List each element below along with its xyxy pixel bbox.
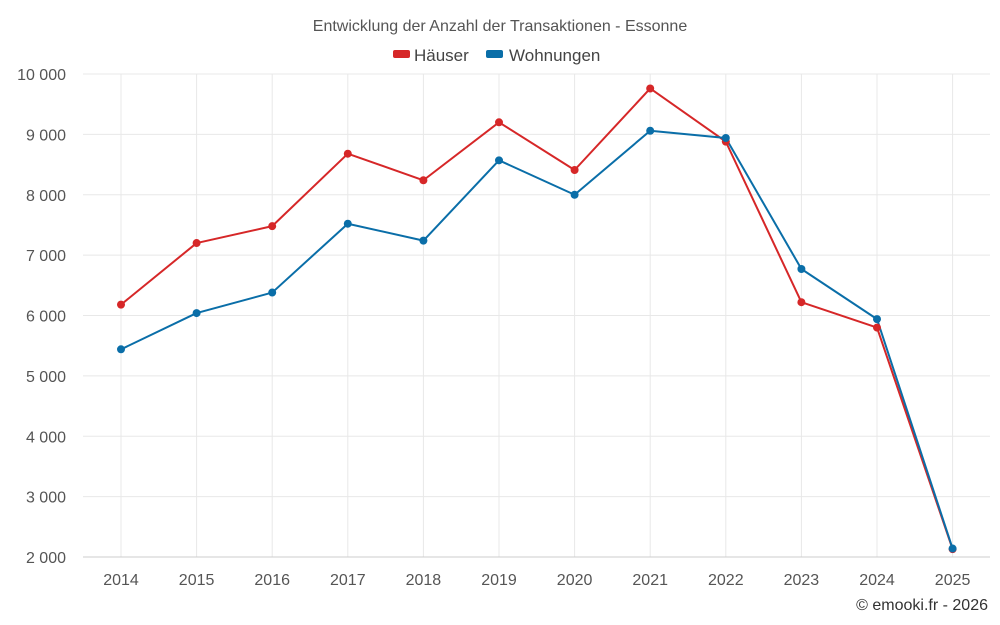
data-point-haeuser[interactable] [797, 298, 806, 307]
y-tick-label: 7 000 [26, 248, 66, 265]
legend-label-haeuser[interactable]: Häuser [414, 46, 469, 65]
data-point-wohnungen[interactable] [343, 219, 352, 228]
data-point-haeuser[interactable] [873, 323, 881, 332]
data-point-haeuser[interactable] [268, 222, 277, 231]
x-tick-label: 2015 [179, 572, 215, 589]
legend-swatch-wohnungen [486, 50, 503, 58]
axes: 2 000 3 000 4 000 5 000 6 000 7 000 8 000 9 000… [17, 67, 990, 589]
x-tick-label: 2017 [330, 572, 366, 589]
legend-swatch-haeuser [393, 50, 410, 58]
data-point-wohnungen[interactable] [948, 544, 957, 553]
data-point-haeuser[interactable] [419, 176, 428, 185]
data-point-wohnungen[interactable] [495, 156, 503, 165]
y-tick-label: 3 000 [26, 490, 66, 507]
chart-title: Entwicklung der Anzahl der Transaktionen… [313, 18, 688, 35]
y-tick-label: 2 000 [26, 550, 66, 567]
x-tick-label: 2016 [254, 572, 290, 589]
series-line-wohnungen [120, 129, 954, 549]
y-tick-label: 8 000 [26, 188, 66, 205]
data-point-wohnungen[interactable] [797, 265, 806, 274]
x-tick-label: 2019 [481, 572, 517, 589]
data-point-haeuser[interactable] [343, 149, 352, 158]
data-point-haeuser[interactable] [192, 239, 201, 248]
data-point-wohnungen[interactable] [268, 288, 277, 297]
data-point-wohnungen[interactable] [570, 190, 579, 199]
credit-text: © emooki.fr - 2026 [856, 597, 988, 614]
x-tick-label: 2022 [708, 572, 744, 589]
y-tick-label: 6 000 [26, 309, 66, 326]
data-point-haeuser[interactable] [646, 84, 655, 93]
x-tick-label: 2014 [103, 572, 139, 589]
grid [83, 73, 990, 558]
legend-label-wohnungen[interactable]: Wohnungen [509, 46, 600, 65]
data-point-haeuser[interactable] [495, 118, 503, 127]
data-point-haeuser[interactable] [117, 300, 125, 309]
data-point-wohnungen[interactable] [646, 126, 655, 135]
data-point-wohnungen[interactable] [419, 236, 428, 245]
legend[interactable]: Häuser Wohnungen [393, 46, 600, 65]
data-point-haeuser[interactable] [570, 165, 579, 174]
x-tick-label: 2018 [406, 572, 442, 589]
x-tick-label: 2020 [557, 572, 593, 589]
x-tick-label: 2024 [859, 572, 895, 589]
data-point-wohnungen[interactable] [873, 315, 881, 324]
series-line-haeuser [120, 87, 954, 550]
x-tick-label: 2025 [935, 572, 971, 589]
y-tick-label: 5 000 [26, 369, 66, 386]
y-tick-label: 10 000 [17, 67, 66, 84]
y-tick-label: 4 000 [26, 429, 66, 446]
series [117, 84, 957, 554]
data-point-wohnungen[interactable] [117, 345, 125, 354]
x-tick-label: 2023 [784, 572, 820, 589]
x-tick-label: 2021 [632, 572, 668, 589]
y-tick-label: 9 000 [26, 127, 66, 144]
data-point-wohnungen[interactable] [192, 309, 201, 318]
data-point-wohnungen[interactable] [721, 133, 730, 142]
